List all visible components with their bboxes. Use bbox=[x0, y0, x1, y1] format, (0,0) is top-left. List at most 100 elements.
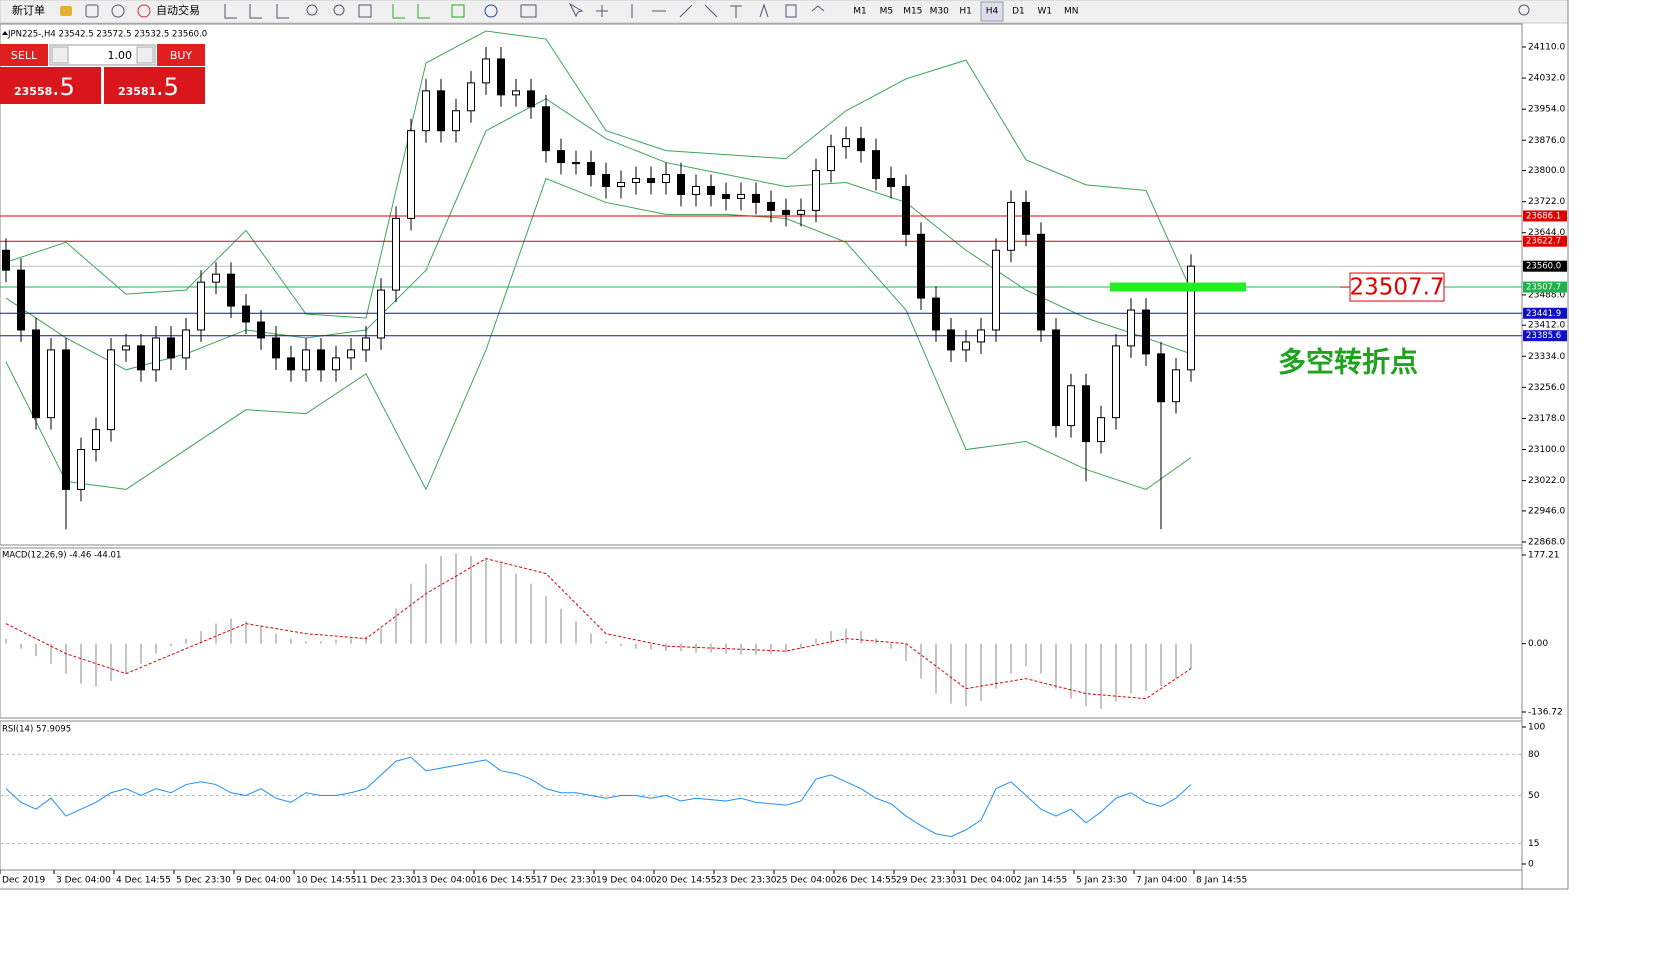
macd-label: MACD(12,26,9) -4.46 -44.01 bbox=[2, 551, 121, 561]
timeframe-button[interactable]: H4 bbox=[986, 7, 999, 17]
x-tick-label: 16 Dec 14:55 bbox=[476, 876, 537, 886]
icon[interactable] bbox=[85, 4, 99, 18]
x-tick-label: 3 Dec 04:00 bbox=[56, 876, 111, 886]
candle-body bbox=[977, 329, 985, 343]
toolbar-icons bbox=[60, 2, 1530, 19]
candle-body bbox=[572, 162, 580, 165]
icon[interactable] bbox=[333, 4, 345, 16]
toolbar bbox=[0, 0, 1569, 24]
icon[interactable] bbox=[60, 6, 72, 16]
candle-body bbox=[137, 345, 145, 371]
lots-input[interactable] bbox=[49, 44, 156, 66]
x-tick-label: 31 Dec 04:00 bbox=[956, 876, 1017, 886]
candle-body bbox=[497, 58, 505, 96]
timeframe-button[interactable]: M1 bbox=[853, 7, 867, 17]
bid-price[interactable]: 23558 bbox=[14, 85, 52, 98]
candle-body bbox=[122, 345, 130, 351]
candle-body bbox=[422, 90, 430, 132]
icon[interactable] bbox=[137, 4, 151, 18]
candle-body bbox=[1037, 233, 1045, 331]
x-tick-label: 5 Dec 23:30 bbox=[176, 876, 231, 886]
ask-fraction[interactable]: .5 bbox=[156, 73, 179, 101]
timeframe-button[interactable]: MN bbox=[1064, 7, 1079, 17]
annotation-label: 23507.7 bbox=[1349, 275, 1444, 301]
candle-body bbox=[482, 58, 490, 84]
lots-value[interactable]: 1.00 bbox=[108, 49, 133, 62]
candle-body bbox=[407, 130, 415, 219]
candle-body bbox=[617, 182, 625, 187]
icon[interactable] bbox=[520, 4, 537, 18]
bid-box[interactable] bbox=[0, 67, 101, 104]
rsi-tick-label: 0 bbox=[1528, 860, 1534, 870]
candle-body bbox=[692, 185, 700, 195]
candle-body bbox=[722, 193, 730, 199]
auto-trading-button[interactable]: 自动交易 bbox=[156, 3, 200, 17]
x-tick-label: Dec 2019 bbox=[2, 876, 45, 886]
timeframe-button[interactable]: W1 bbox=[1037, 7, 1052, 17]
icon[interactable] bbox=[1518, 4, 1530, 16]
rsi-label: RSI(14) 57.9095 bbox=[2, 725, 71, 735]
buy-button[interactable] bbox=[157, 44, 205, 66]
y-tick-label: 24110.0 bbox=[1528, 43, 1565, 53]
new-order-button[interactable]: 新订单 bbox=[12, 3, 45, 17]
y-tick-label: 23412.0 bbox=[1528, 321, 1565, 331]
lots-up[interactable] bbox=[136, 46, 154, 64]
candle-body bbox=[1157, 353, 1165, 403]
sell-label[interactable]: SELL bbox=[11, 49, 38, 62]
y-tick-label: 23022.0 bbox=[1528, 476, 1565, 486]
macd-signal bbox=[5, 558, 1192, 700]
macd-tick-label: -136.72 bbox=[1528, 708, 1563, 718]
y-tick-label: 23722.0 bbox=[1528, 197, 1565, 207]
icon[interactable] bbox=[451, 4, 465, 18]
timeframe-button[interactable]: H1 bbox=[959, 7, 972, 17]
rsi-tick-label: 100 bbox=[1528, 723, 1545, 733]
ask-price[interactable]: 23581 bbox=[118, 85, 156, 98]
candle-body bbox=[767, 201, 775, 211]
macd-tick-label: 0.00 bbox=[1528, 639, 1548, 649]
y-tick-label: 23178.0 bbox=[1528, 414, 1565, 424]
icon[interactable] bbox=[484, 4, 498, 18]
lots-down[interactable] bbox=[51, 46, 69, 64]
candle-body bbox=[602, 174, 610, 187]
candle-body bbox=[1097, 417, 1105, 443]
level-tag bbox=[1523, 210, 1567, 222]
bollinger-lower bbox=[5, 177, 1192, 491]
timeframe-button[interactable]: M30 bbox=[930, 7, 949, 17]
icon[interactable] bbox=[111, 4, 125, 18]
macd-panel bbox=[0, 547, 1523, 719]
current-price-label: 23560.0 bbox=[1526, 262, 1561, 272]
level-tag bbox=[1523, 235, 1567, 247]
rsi-line bbox=[5, 756, 1192, 838]
x-tick-label: 8 Jan 14:55 bbox=[1196, 876, 1247, 886]
icon[interactable] bbox=[568, 2, 825, 18]
icon[interactable] bbox=[358, 4, 372, 18]
level-label: 23507.7 bbox=[1526, 283, 1561, 293]
sell-button[interactable] bbox=[0, 44, 48, 66]
rsi-tick-label: 15 bbox=[1528, 839, 1539, 849]
candle-body bbox=[587, 162, 595, 176]
bid-fraction[interactable]: .5 bbox=[52, 73, 75, 101]
icon[interactable] bbox=[392, 4, 430, 19]
buy-label[interactable]: BUY bbox=[170, 49, 193, 62]
active-timeframe[interactable] bbox=[980, 1, 1004, 22]
candle-body bbox=[1112, 345, 1120, 419]
candle-body bbox=[677, 174, 685, 195]
icon[interactable] bbox=[306, 4, 318, 16]
timeframe-button[interactable]: M15 bbox=[903, 7, 922, 17]
candle-body bbox=[392, 217, 400, 291]
timeframe-button[interactable]: M5 bbox=[880, 7, 894, 17]
timeframe-button[interactable]: D1 bbox=[1012, 7, 1025, 17]
level-label: 23686.1 bbox=[1526, 211, 1561, 221]
x-tick-label: 29 Dec 23:30 bbox=[896, 876, 957, 886]
x-tick-label: 5 Jan 23:30 bbox=[1076, 876, 1128, 886]
y-tick-label: 23644.0 bbox=[1528, 228, 1565, 238]
candle-body bbox=[707, 185, 715, 195]
candle-body bbox=[962, 341, 970, 351]
y-tick-label: 24032.0 bbox=[1528, 74, 1565, 84]
candle-body bbox=[77, 449, 85, 490]
candle-body bbox=[827, 146, 835, 172]
ask-box[interactable] bbox=[104, 67, 205, 104]
icon[interactable] bbox=[224, 4, 289, 19]
candle-body bbox=[887, 178, 895, 187]
